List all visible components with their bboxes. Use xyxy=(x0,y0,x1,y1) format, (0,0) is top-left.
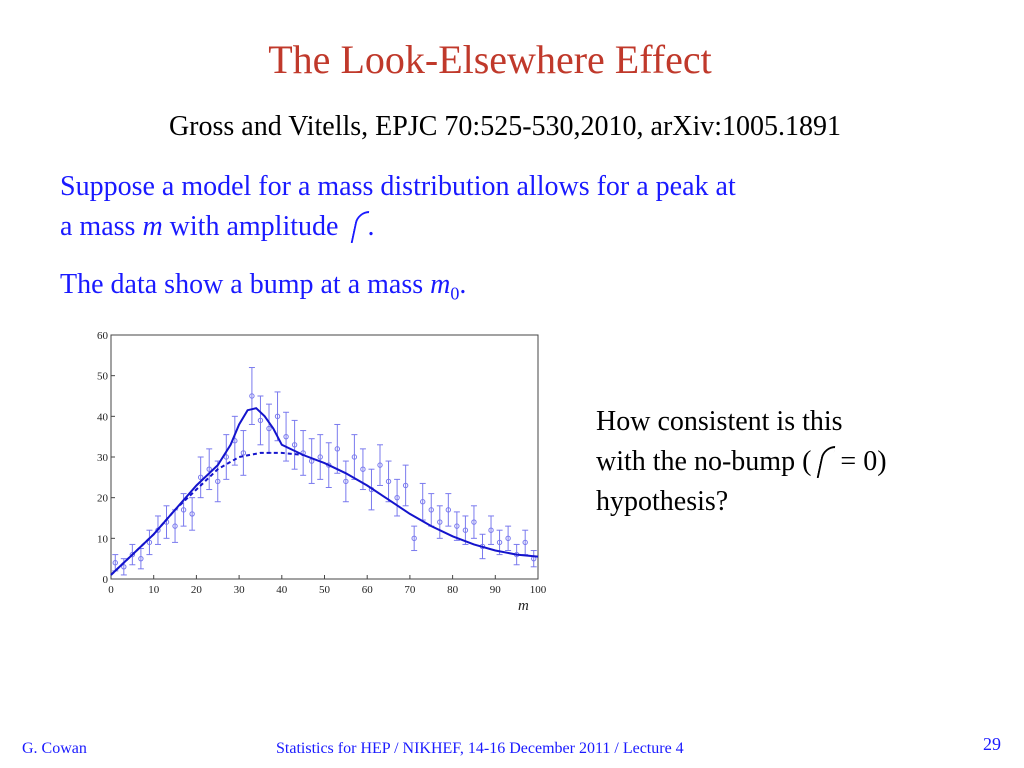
intro-line-3-a: The data show a bump at a mass xyxy=(60,269,431,300)
data-point xyxy=(249,393,255,399)
data-point xyxy=(420,499,426,505)
y-tick-label: 50 xyxy=(97,371,109,383)
data-point xyxy=(351,454,358,460)
question-line-2-a: with the no-bump ( xyxy=(596,446,812,477)
slide-title: The Look-Elsewhere Effect xyxy=(268,37,712,82)
data-point xyxy=(283,433,289,440)
data-point xyxy=(138,555,144,562)
data-point xyxy=(266,425,272,432)
data-point xyxy=(454,523,460,529)
question-line-1: How consistent is this xyxy=(596,406,843,437)
x-tick-label: 80 xyxy=(447,584,459,596)
x-tick-label: 10 xyxy=(148,584,160,596)
mass-zero-symbol: m xyxy=(430,269,451,300)
intro-line-2: a mass m with amplitude . xyxy=(60,210,374,244)
intro-line-2-b: with amplitude xyxy=(162,211,346,242)
data-point xyxy=(488,527,494,533)
intro-line-3: The data show a bump at a mass m0. xyxy=(60,268,466,311)
data-point xyxy=(274,413,281,420)
data-point xyxy=(180,507,187,513)
citation: Gross and Vitells, EPJC 70:525-530,2010,… xyxy=(168,111,842,142)
page-number: 29 xyxy=(983,734,1001,754)
intro-line-2-end: . xyxy=(367,211,375,242)
data-point xyxy=(317,454,323,460)
data-point xyxy=(360,466,366,472)
data-point xyxy=(505,535,511,542)
question-line-2-b: = 0) xyxy=(833,446,887,477)
mass-distribution-chart: 0 10 20 30 40 50 60 70 80 90 100 0 10 20 30 40 50 60 m xyxy=(90,326,560,626)
x-tick-label: 20 xyxy=(191,584,203,596)
footer-course: Statistics for HEP / NIKHEF, 14-16 Decem… xyxy=(276,740,684,757)
y-tick-label: 40 xyxy=(97,411,109,423)
x-tick-label: 100 xyxy=(530,584,547,596)
data-point xyxy=(496,539,503,546)
data-point xyxy=(522,539,528,546)
data-point xyxy=(121,564,127,570)
x-tick-label: 40 xyxy=(276,584,288,596)
intro-line-1: Suppose a model for a mass distribution … xyxy=(60,170,736,204)
x-tick-label: 70 xyxy=(404,584,416,596)
chart-svg: 0 10 20 30 40 50 60 70 80 90 100 0 10 20 30 40 50 60 m xyxy=(97,330,547,614)
intro-line-1-text: Suppose a model for a mass distribution … xyxy=(60,171,736,202)
y-tick-label: 0 xyxy=(103,574,109,586)
intro-line-3-end: . xyxy=(459,269,467,300)
mass-zero-subscript: 0 xyxy=(450,283,460,304)
footer-author: G. Cowan xyxy=(22,740,87,757)
data-point xyxy=(197,474,204,481)
x-tick-label: 60 xyxy=(362,584,374,596)
x-tick-label: 90 xyxy=(490,584,502,596)
data-point xyxy=(112,560,118,566)
data-point xyxy=(172,523,178,529)
data-point xyxy=(471,519,477,525)
question-text: How consistent is this with the no-bump … xyxy=(596,402,996,522)
x-tick-label: 0 xyxy=(108,584,114,596)
data-point xyxy=(189,511,195,517)
axis-ticks: 0 10 20 30 40 50 60 70 80 90 100 0 10 20 30 40 50 60 xyxy=(97,330,547,596)
data-point xyxy=(437,519,443,525)
data-point xyxy=(402,482,409,489)
question-line-2: with the no-bump ( = 0) xyxy=(596,442,996,482)
data-point xyxy=(462,527,469,533)
data-point xyxy=(385,478,392,485)
data-point xyxy=(129,551,136,558)
y-tick-label: 30 xyxy=(97,452,109,464)
data-point xyxy=(240,450,247,456)
data-point xyxy=(445,507,452,513)
data-point xyxy=(334,446,341,452)
data-point xyxy=(146,539,153,546)
data-point xyxy=(223,454,229,460)
data-point xyxy=(428,507,434,513)
data-point xyxy=(377,462,383,468)
fit-solid-line xyxy=(110,407,539,576)
data-point xyxy=(343,478,349,485)
data-point xyxy=(291,442,298,448)
question-line-3: hypothesis? xyxy=(596,486,729,517)
intro-line-2-a: a mass xyxy=(60,211,143,242)
y-tick-label: 20 xyxy=(97,493,109,505)
data-point xyxy=(206,466,212,472)
theta-symbol-icon xyxy=(345,211,367,239)
x-tick-label: 30 xyxy=(234,584,246,596)
theta-symbol-icon xyxy=(811,446,833,474)
error-bars xyxy=(112,367,537,576)
data-point xyxy=(257,417,264,424)
y-tick-label: 60 xyxy=(97,330,109,342)
data-point xyxy=(411,535,417,542)
data-point xyxy=(215,478,221,485)
data-points xyxy=(112,393,537,570)
y-tick-label: 10 xyxy=(97,533,109,545)
x-tick-label: 50 xyxy=(319,584,331,596)
x-axis-label: m xyxy=(518,598,529,614)
mass-symbol: m xyxy=(142,211,163,242)
data-point xyxy=(394,494,400,501)
